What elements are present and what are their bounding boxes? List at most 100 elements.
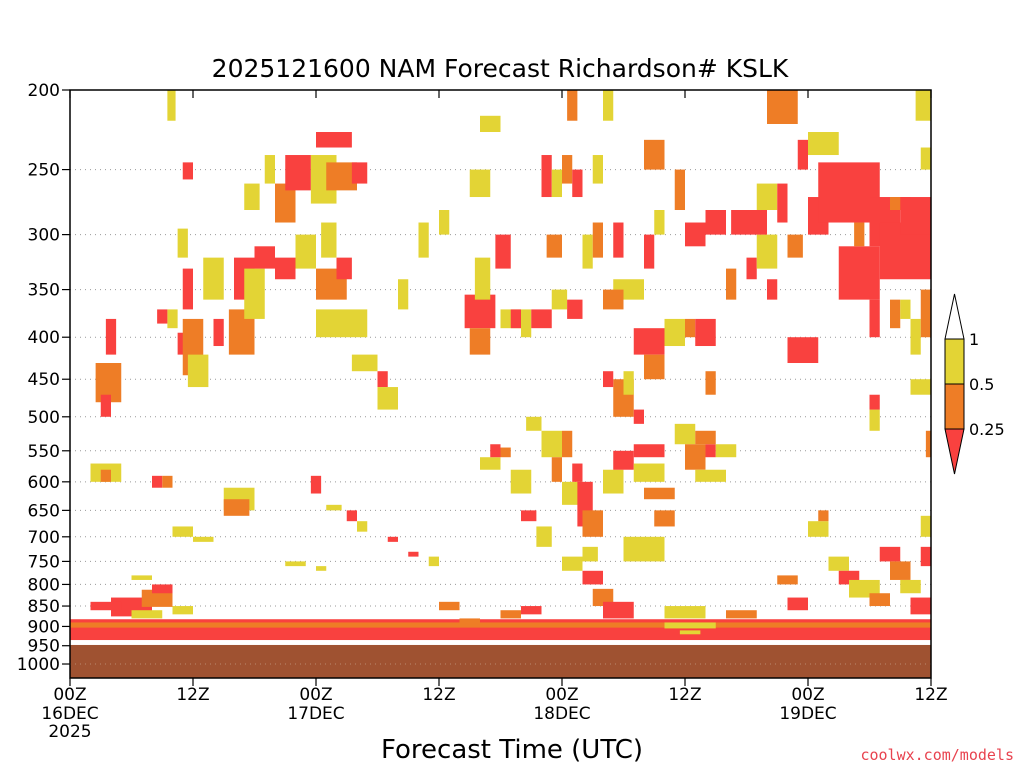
ri-cell: [193, 536, 214, 542]
x-tick-label: 00Z: [53, 685, 86, 705]
ri-cell: [70, 622, 931, 628]
ri-cell: [541, 155, 552, 198]
ri-cell: [285, 155, 311, 191]
ri-cell: [346, 510, 357, 522]
ri-cell: [167, 90, 176, 121]
x-tick-label: 12Z: [914, 685, 947, 705]
ri-cell: [131, 610, 163, 619]
ri-cell: [685, 222, 706, 247]
ri-cell: [910, 597, 931, 615]
ri-cell: [351, 162, 368, 184]
ri-cell: [172, 526, 193, 537]
ri-cell: [869, 394, 880, 410]
ri-cell: [377, 387, 398, 410]
ri-cell: [469, 169, 491, 198]
y-tick-label: 700: [28, 528, 60, 548]
ri-cell: [408, 551, 419, 557]
ri-cell: [141, 589, 173, 607]
ri-cell: [664, 318, 685, 347]
y-tick-label: 300: [28, 226, 60, 246]
ri-cell: [920, 147, 931, 170]
x-axis-title: Forecast Time (UTC): [381, 735, 643, 765]
ri-cell: [808, 521, 829, 537]
ri-cell: [572, 463, 583, 482]
ri-cell: [428, 556, 439, 567]
ri-cell: [633, 409, 644, 424]
x-tick-label: 00Z: [791, 685, 824, 705]
colorbar-top-arrow: [944, 293, 965, 340]
ri-cell: [633, 444, 665, 458]
y-tick-label: 750: [28, 552, 60, 572]
ri-cell: [644, 234, 655, 269]
ri-cell: [603, 469, 624, 494]
ri-cell: [285, 561, 306, 567]
y-tick-label: 850: [28, 597, 60, 617]
ri-cell: [526, 416, 542, 431]
ri-cell: [654, 210, 665, 235]
ri-cell: [480, 115, 501, 133]
ri-cell: [521, 510, 537, 522]
ri-cell: [592, 155, 603, 184]
credit-text: coolwx.com/models: [860, 746, 1014, 764]
ri-cell: [838, 246, 880, 300]
y-tick-label: 500: [28, 408, 60, 428]
ri-cell: [603, 289, 624, 310]
ri-cell: [100, 469, 111, 482]
ri-cell: [510, 469, 532, 494]
ri-cell: [910, 318, 921, 355]
y-tick-label: 550: [28, 442, 60, 462]
ri-cell: [316, 309, 368, 338]
x-tick-label: 00Z: [545, 685, 578, 705]
ri-cell: [582, 234, 593, 269]
ri-cell: [756, 234, 778, 269]
y-tick-label: 200: [28, 81, 60, 101]
ri-cell: [172, 606, 193, 615]
ri-cell: [915, 90, 931, 121]
ri-cell: [644, 354, 665, 380]
ri-cell: [187, 354, 209, 388]
ri-cell: [664, 622, 716, 629]
x-tick-label: 12Z: [668, 685, 701, 705]
ri-cell: [213, 318, 224, 347]
ri-cell: [105, 318, 117, 355]
ground-fill: [70, 644, 931, 678]
y-tick-label: 450: [28, 370, 60, 390]
ri-cell: [705, 210, 726, 235]
x-date-label: 16DEC: [41, 704, 98, 724]
ri-cell: [900, 299, 911, 319]
ri-cell: [152, 475, 163, 488]
ri-cell: [357, 521, 368, 532]
ri-cell: [644, 487, 675, 500]
ri-cell: [890, 299, 901, 329]
ri-cell: [726, 610, 757, 619]
ri-cell: [377, 371, 388, 388]
ri-cell: [582, 570, 603, 585]
ri-cell: [731, 210, 767, 235]
ri-cell: [808, 132, 839, 156]
ri-cell: [613, 222, 624, 258]
ri-cell: [152, 584, 173, 594]
chart-title: 2025121600 NAM Forecast Richardson# KSLK: [212, 54, 789, 83]
ri-cell: [654, 510, 675, 527]
ri-cell: [726, 268, 737, 300]
ri-cell: [531, 309, 552, 329]
plot-frame: [69, 89, 932, 679]
ri-cell: [787, 337, 819, 364]
ri-cell: [551, 169, 562, 198]
colorbar-label: 1: [969, 330, 979, 349]
ri-cell: [90, 601, 122, 611]
ri-cell: [541, 430, 562, 458]
ri-cell: [551, 289, 568, 310]
ri-cell: [244, 268, 265, 319]
ri-cell: [70, 619, 931, 641]
x-date-label: 18DEC: [533, 704, 590, 724]
ri-cell: [787, 597, 808, 611]
ri-cell: [223, 499, 250, 516]
ri-cell: [869, 409, 880, 431]
ri-cell: [900, 197, 931, 235]
x-tick-label: 12Z: [176, 685, 209, 705]
ri-cell: [275, 257, 296, 280]
y-tick-label: 900: [28, 617, 60, 637]
ri-cell: [510, 309, 521, 329]
